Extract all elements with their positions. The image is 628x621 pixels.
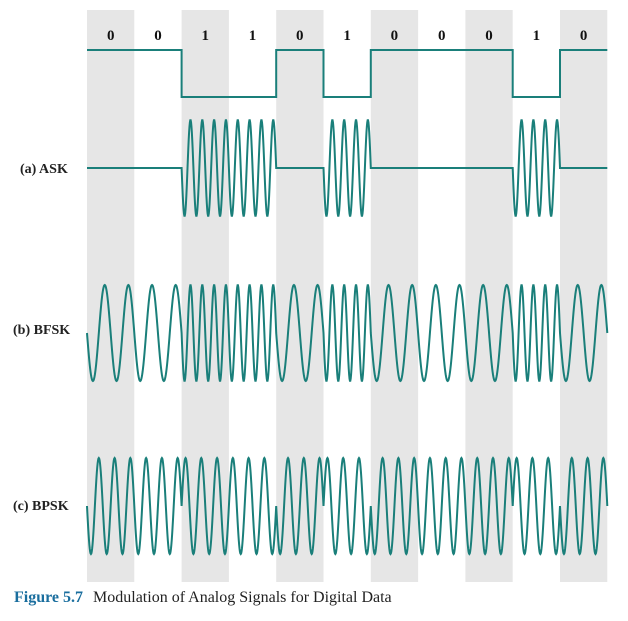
ask-label: (a) ASK [20,162,68,177]
bit-label: 0 [107,28,115,44]
ask-waveform [87,119,608,217]
figure-caption: Figure 5.7 Modulation of Analog Signals f… [14,589,392,607]
figure-number: Figure 5.7 [14,589,84,606]
figure-caption-text: Modulation of Analog Signals for Digital… [93,589,392,606]
bit-label: 1 [343,28,351,44]
bfsk-waveform [86,283,609,383]
bpsk-waveform [86,456,609,556]
bit-label: 1 [249,28,257,44]
bit-label: 1 [533,28,541,44]
bit-label: 0 [391,28,399,44]
bit-sequence-labels: 0 0 1 1 0 1 0 0 0 1 0 [107,28,587,44]
bit-label: 0 [154,28,162,44]
digital-data-signal [87,49,608,98]
bit-label: 0 [485,28,493,44]
bit-label: 0 [296,28,304,44]
bit-label: 0 [438,28,446,44]
bpsk-label: (c) BPSK [13,499,69,514]
bit-label: 0 [580,28,588,44]
bit-label: 1 [202,28,210,44]
bfsk-label: (b) BFSK [13,323,70,338]
